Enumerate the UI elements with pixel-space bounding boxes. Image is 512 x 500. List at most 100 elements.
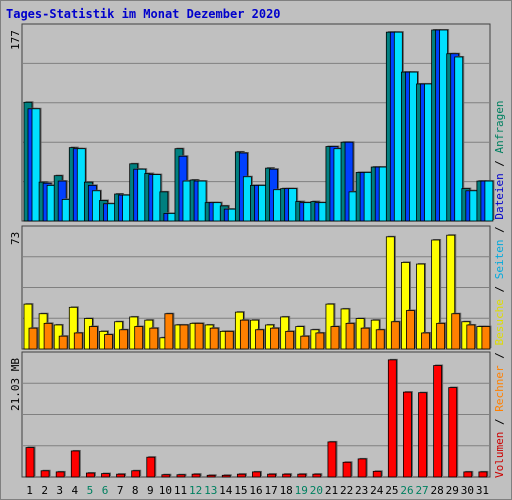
bar-sites-day-4 [73, 332, 83, 350]
x-tick-label-23: 23 [355, 484, 368, 497]
legend-item-dateien: Dateien [493, 173, 506, 220]
x-tick-label-25: 25 [385, 484, 398, 497]
bar-volume-day-19 [297, 473, 307, 478]
bar-sites-day-29 [451, 313, 461, 350]
bar-sites-day-12 [194, 322, 204, 350]
x-tick-label-11: 11 [174, 484, 187, 497]
bar-volume-day-5 [85, 472, 95, 478]
bar-sites-day-28 [436, 322, 446, 350]
bar-sites-day-9 [149, 327, 159, 350]
bar-sites-day-5 [88, 326, 98, 350]
x-tick-label-4: 4 [72, 484, 79, 497]
chart-title: Tages-Statistik im Monat Dezember 2020 [6, 7, 281, 21]
bar-sites-day-30 [466, 324, 476, 350]
x-tick-label-19: 19 [295, 484, 308, 497]
bar-volume-day-14 [221, 474, 231, 478]
bar-volume-day-29 [448, 387, 458, 478]
legend-item-seiten: Seiten [493, 239, 506, 280]
bar-sites-day-25 [390, 321, 400, 350]
legend-separator: / [493, 411, 506, 432]
bar-volume-day-31 [478, 471, 488, 478]
bar-volume-day-25 [387, 359, 397, 478]
bar-sites-day-15 [239, 319, 249, 350]
bar-sites-day-26 [406, 310, 415, 350]
bar-volume-day-23 [357, 458, 367, 478]
bar-volume-day-24 [372, 470, 382, 478]
bar-sites-day-20 [315, 332, 325, 350]
bar-volume-day-28 [433, 365, 443, 478]
bar-sites-day-1 [28, 327, 38, 350]
bar-volume-day-6 [101, 473, 110, 478]
bar-volume-day-26 [403, 391, 412, 478]
bar-visits-day-27 [416, 263, 425, 350]
chart-legend: Volumen / Rechner / Besuche / Seiten / D… [493, 100, 506, 478]
bar-visits-day-29 [446, 234, 456, 350]
x-tick-label-15: 15 [234, 484, 247, 497]
bar-sites-day-7 [119, 329, 128, 350]
bar-visits-day-4 [68, 306, 78, 350]
x-tick-label-28: 28 [431, 484, 444, 497]
bar-volume-day-12 [191, 473, 201, 478]
bar-volume-day-22 [342, 461, 352, 478]
x-tick-label-27: 27 [415, 484, 428, 497]
x-tick-label-7: 7 [117, 484, 124, 497]
x-tick-label-9: 9 [147, 484, 154, 497]
legend-item-anfragen: Anfragen [493, 100, 506, 154]
x-tick-label-21: 21 [325, 484, 338, 497]
bar-visits-day-26 [401, 262, 410, 350]
bar-volume-day-18 [282, 473, 292, 478]
bar-pages-day-29 [454, 56, 464, 222]
bar-sites-day-6 [104, 334, 113, 350]
x-tick-label-13: 13 [204, 484, 217, 497]
bar-visits-day-25 [385, 236, 395, 350]
bar-volume-day-30 [463, 471, 473, 478]
bar-sites-day-31 [481, 326, 491, 350]
bar-volume-day-15 [236, 473, 246, 478]
bar-volume-day-7 [116, 473, 125, 478]
bar-pages-day-12 [197, 180, 207, 222]
legend-item-rechner: Rechner [493, 365, 506, 412]
bar-volume-day-16 [252, 471, 261, 478]
bar-sites-day-23 [360, 327, 370, 350]
bar-volume-day-2 [40, 470, 50, 478]
x-tick-label-24: 24 [370, 484, 384, 497]
bar-sites-day-10 [164, 313, 174, 350]
bar-volume-day-10 [161, 474, 171, 478]
bar-volume-day-17 [267, 473, 276, 478]
legend-separator: / [493, 153, 506, 174]
bar-sites-day-24 [375, 329, 385, 350]
x-tick-label-14: 14 [219, 484, 233, 497]
x-tick-label-26: 26 [400, 484, 413, 497]
x-tick-label-1: 1 [26, 484, 33, 497]
x-tick-label-12: 12 [189, 484, 202, 497]
bar-volume-day-9 [146, 456, 156, 478]
bar-visits-day-1 [23, 303, 33, 350]
bar-sites-day-22 [345, 322, 355, 350]
bar-volume-day-20 [312, 473, 322, 478]
x-tick-label-8: 8 [132, 484, 139, 497]
bar-sites-day-3 [58, 335, 68, 350]
bar-sites-day-2 [43, 322, 53, 350]
bar-volume-day-27 [418, 392, 427, 478]
bar-volume-day-4 [70, 450, 80, 478]
legend-separator: / [493, 345, 506, 366]
bar-sites-day-21 [330, 326, 340, 350]
x-tick-label-30: 30 [461, 484, 474, 497]
bar-sites-day-19 [300, 335, 310, 350]
x-tick-label-5: 5 [87, 484, 94, 497]
legend-item-besuche: Besuche [493, 299, 506, 346]
x-tick-label-22: 22 [340, 484, 353, 497]
bar-volume-day-13 [206, 474, 216, 478]
x-tick-label-10: 10 [159, 484, 172, 497]
panel-3-ymax-label: 21.03 MB [9, 357, 22, 411]
bar-sites-day-16 [255, 329, 264, 350]
x-tick-label-16: 16 [249, 484, 262, 497]
bar-sites-day-27 [421, 332, 430, 350]
x-tick-label-3: 3 [56, 484, 63, 497]
bar-pages-day-31 [484, 180, 494, 222]
bar-volume-day-8 [131, 470, 141, 478]
bar-sites-day-8 [134, 326, 144, 350]
legend-item-volumen: Volumen [493, 431, 506, 478]
x-tick-label-31: 31 [476, 484, 489, 497]
bar-sites-day-11 [179, 324, 189, 350]
